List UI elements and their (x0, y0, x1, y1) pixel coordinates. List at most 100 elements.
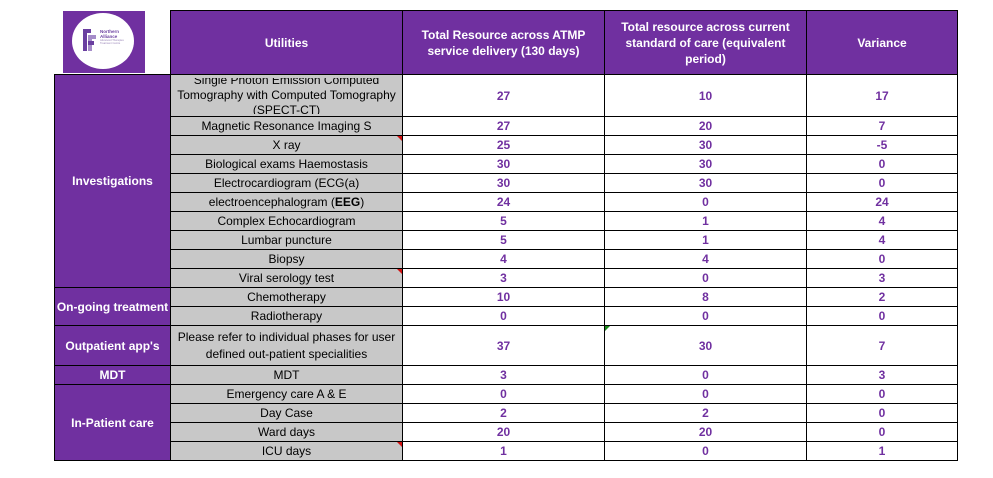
atmp-value: 2 (402, 403, 605, 423)
header-row: Utilities Total Resource across ATMP ser… (55, 10, 958, 75)
utility-label: Complex Echocardiogram (170, 211, 403, 231)
atmp-value: 5 (402, 230, 605, 250)
atmp-value: 27 (402, 116, 605, 136)
atmp-value: 30 (402, 173, 605, 193)
atmp-value: 5 (402, 211, 605, 231)
utility-cell: Single Photon Emission Computed Tomograp… (170, 74, 403, 117)
standard-value: 8 (604, 287, 807, 307)
standard-value: 0 (604, 192, 807, 212)
utility-label: Biological exams Haemostasis (170, 154, 403, 174)
table-row: Day Case 2 2 0 (55, 403, 958, 423)
utility-cell: X ray (170, 135, 403, 155)
standard-value: 2 (604, 403, 807, 423)
comment-marker (397, 269, 402, 274)
utility-cell: ICU days (170, 441, 403, 461)
atmp-value: 0 (402, 306, 605, 326)
table-row: electroencephalogram (EEG) 24 0 24 (55, 192, 958, 212)
atmp-value: 20 (402, 422, 605, 442)
variance-value: 0 (806, 249, 958, 269)
utility-label: Viral serology test (238, 270, 335, 285)
table-row: Complex Echocardiogram 5 1 4 (55, 211, 958, 231)
logo-line-3: Advanced Therapies Treatment Centre (100, 39, 124, 45)
table-row: ICU days 1 0 1 (55, 441, 958, 461)
variance-value: 0 (806, 306, 958, 326)
variance-value: 0 (806, 173, 958, 193)
header-standard-total: Total resource across current standard o… (604, 10, 807, 75)
table-row: MDT MDT 3 0 3 (54, 365, 958, 385)
table-row: Lumbar puncture 5 1 4 (55, 230, 958, 250)
standard-value: 0 (604, 365, 807, 385)
standard-value: 30 (698, 338, 713, 353)
variance-value: 0 (806, 154, 958, 174)
variance-value: 24 (806, 192, 958, 212)
utility-label: electroencephalogram (208, 194, 328, 209)
utility-cell: Viral serology test (170, 268, 403, 288)
utility-label: Please refer to individual phases for us… (170, 325, 403, 366)
utility-label: X ray (272, 137, 301, 152)
table-row: Biopsy 4 4 0 (55, 249, 958, 269)
standard-value: 0 (604, 441, 807, 461)
header-variance: Variance (806, 10, 958, 75)
standard-value: 10 (604, 74, 807, 117)
utility-label: ICU days (261, 443, 312, 458)
atmp-value: 37 (402, 325, 605, 366)
utility-label: Magnetic Resonance Imaging S (170, 116, 403, 136)
table-row: Outpatient app's Please refer to individ… (54, 325, 958, 366)
header-utilities: Utilities (170, 10, 403, 75)
table-row: Biological exams Haemostasis 30 30 0 (55, 154, 958, 174)
utility-label: Lumbar puncture (170, 230, 403, 250)
comment-marker (397, 136, 402, 141)
variance-value: 2 (806, 287, 958, 307)
utility-label: Electrocardiogram (ECG(a) (170, 173, 403, 193)
utility-label: Ward days (170, 422, 403, 442)
comment-marker (397, 442, 402, 447)
atmp-value: 4 (402, 249, 605, 269)
standard-cell: 30 (604, 325, 807, 366)
standard-value: 0 (604, 384, 807, 404)
category-investigations: Investigations (54, 74, 171, 288)
logo-line-2: Alliance (100, 34, 118, 39)
utility-label-bold: EEG (334, 194, 361, 209)
variance-value: 4 (806, 230, 958, 250)
table-row: Magnetic Resonance Imaging S 27 20 7 (55, 116, 958, 136)
utility-label: Chemotherapy (170, 287, 403, 307)
category-mdt: MDT (54, 365, 171, 385)
variance-value: 0 (806, 403, 958, 423)
utility-label: Emergency care A & E (170, 384, 403, 404)
atmp-value: 3 (402, 365, 605, 385)
utility-label: Radiotherapy (170, 306, 403, 326)
variance-value: -5 (806, 135, 958, 155)
variance-value: 0 (806, 422, 958, 442)
variance-value: 17 (806, 74, 958, 117)
logo-badge: Northern Alliance Advanced Therapies Tre… (72, 13, 134, 69)
atmp-value: 1 (402, 441, 605, 461)
utility-label: MDT (170, 365, 403, 385)
comment-marker (605, 326, 610, 331)
utility-label: Single Photon Emission Computed Tomograp… (177, 77, 396, 114)
header-blank (55, 11, 171, 75)
table-row: Electrocardiogram (ECG(a) 30 30 0 (55, 173, 958, 193)
table-row: In-Patient care Emergency care A & E 0 0… (54, 384, 958, 461)
logo-cell: Northern Alliance Advanced Therapies Tre… (63, 11, 145, 73)
northern-alliance-logo-icon (83, 29, 96, 51)
standard-value: 30 (604, 154, 807, 174)
standard-value: 20 (604, 422, 807, 442)
atmp-value: 30 (402, 154, 605, 174)
table-row: On-going treatment Chemotherapy 10 8 2 (54, 287, 958, 326)
variance-value: 3 (806, 365, 958, 385)
table-row: Viral serology test 3 0 3 (55, 268, 958, 288)
variance-value: 0 (806, 384, 958, 404)
standard-value: 1 (604, 211, 807, 231)
standard-value: 4 (604, 249, 807, 269)
atmp-value: 10 (402, 287, 605, 307)
utility-label: Biopsy (170, 249, 403, 269)
category-ongoing-treatment: On-going treatment (54, 287, 171, 326)
variance-value: 1 (806, 441, 958, 461)
utility-cell: electroencephalogram (EEG) (170, 192, 403, 212)
category-inpatient-care: In-Patient care (54, 384, 171, 461)
table-row: Radiotherapy 0 0 0 (55, 306, 958, 326)
category-outpatient: Outpatient app's (54, 325, 171, 366)
atmp-value: 24 (402, 192, 605, 212)
resource-table: Utilities Total Resource across ATMP ser… (54, 10, 958, 461)
atmp-value: 27 (402, 74, 605, 117)
